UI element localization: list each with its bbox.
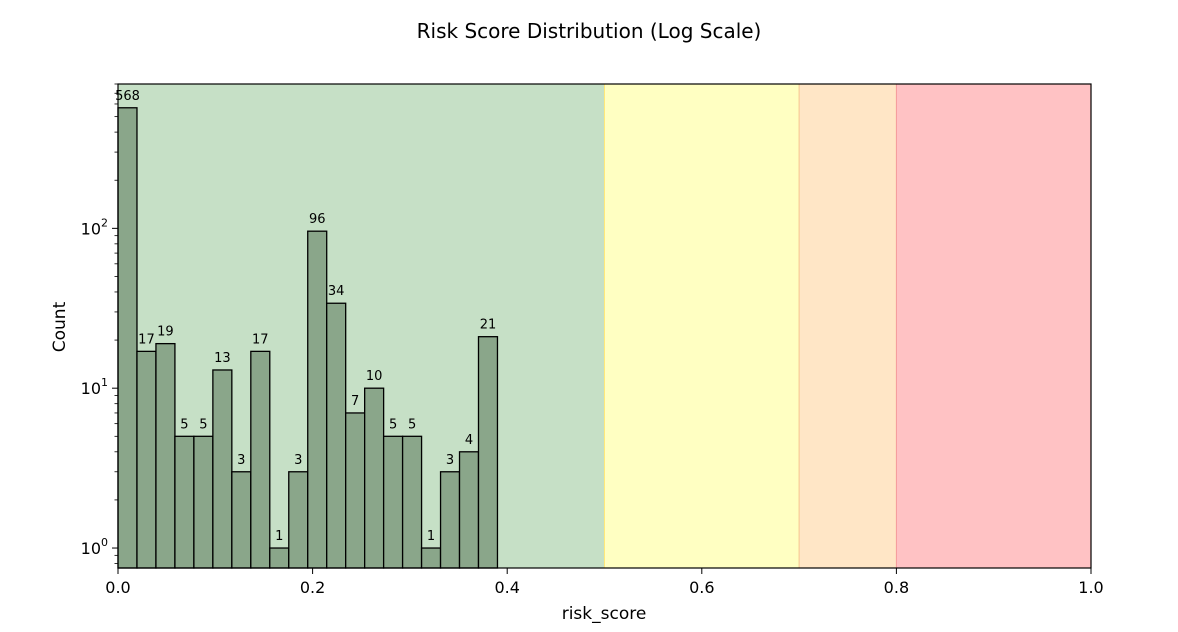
bar-value-label: 5: [408, 417, 416, 432]
histogram-bar: [117, 107, 138, 569]
risk-bands: [118, 84, 1091, 568]
histogram-bar: [136, 350, 157, 569]
bar-value-label: 19: [157, 325, 174, 340]
bar-value-label: 3: [294, 453, 302, 468]
histogram-bar: [288, 471, 309, 569]
histogram-bar: [439, 471, 461, 569]
x-tick-label: 0.0: [105, 578, 130, 597]
y-tick-label: 102: [81, 216, 108, 238]
bar-value-label: 1: [427, 529, 435, 544]
histogram-bar: [420, 547, 442, 569]
y-tick-label: 101: [81, 376, 108, 398]
histogram-bar: [458, 451, 480, 569]
histogram-bar: [174, 435, 195, 569]
bar-value-label: 17: [252, 332, 269, 347]
histogram-bar: [382, 435, 404, 569]
bar-value-label: 10: [366, 369, 383, 384]
histogram-bar: [401, 435, 423, 569]
histogram-bar: [250, 350, 271, 569]
histogram-bar: [193, 435, 214, 569]
histogram-bar: [326, 302, 347, 569]
bar-value-label: 17: [138, 332, 155, 347]
y-tick-label: 100: [81, 536, 108, 558]
histogram-bar: [212, 369, 233, 569]
bar-value-label: 5: [199, 417, 207, 432]
bar-value-label: 5: [180, 417, 188, 432]
y-axis-ticks: 100 101 102: [81, 83, 118, 564]
x-axis-label: risk_score: [562, 604, 647, 624]
histogram-bar: [364, 387, 385, 569]
bar-value-label: 568: [115, 89, 140, 104]
histogram-bar: [155, 342, 176, 569]
bar-value-label: 3: [446, 453, 454, 468]
x-tick-label: 0.6: [689, 578, 714, 597]
histogram-bar: [307, 230, 328, 569]
x-tick-label: 1.0: [1078, 578, 1103, 597]
x-axis-ticks: 0.0 0.2 0.4 0.6 0.8 1.0: [105, 568, 1104, 597]
bar-value-label: 34: [328, 284, 345, 299]
x-tick-label: 0.2: [300, 578, 325, 597]
risk-band-1: [604, 84, 800, 568]
bar-value-label: 5: [389, 417, 397, 432]
histogram-bars: [117, 107, 499, 569]
risk-band-2: [799, 84, 897, 568]
x-tick-label: 0.4: [494, 578, 519, 597]
plot-frame: [117, 83, 1092, 569]
chart-title: Risk Score Distribution (Log Scale): [417, 19, 762, 43]
bar-value-label: 4: [465, 433, 473, 448]
y-axis-label: Count: [50, 301, 70, 352]
bar-value-label: 96: [309, 212, 326, 227]
bar-value-label: 1: [275, 529, 283, 544]
bar-value-label: 21: [480, 318, 497, 333]
bar-value-label: 3: [237, 453, 245, 468]
bar-value-label: 7: [351, 394, 359, 409]
histogram-bar: [269, 547, 290, 569]
risk-band-3: [896, 84, 1091, 568]
x-tick-label: 0.8: [884, 578, 909, 597]
histogram-bar: [231, 471, 252, 569]
histogram-bar: [477, 336, 499, 569]
bar-value-label: 13: [214, 351, 231, 366]
histogram-bar: [345, 412, 366, 569]
